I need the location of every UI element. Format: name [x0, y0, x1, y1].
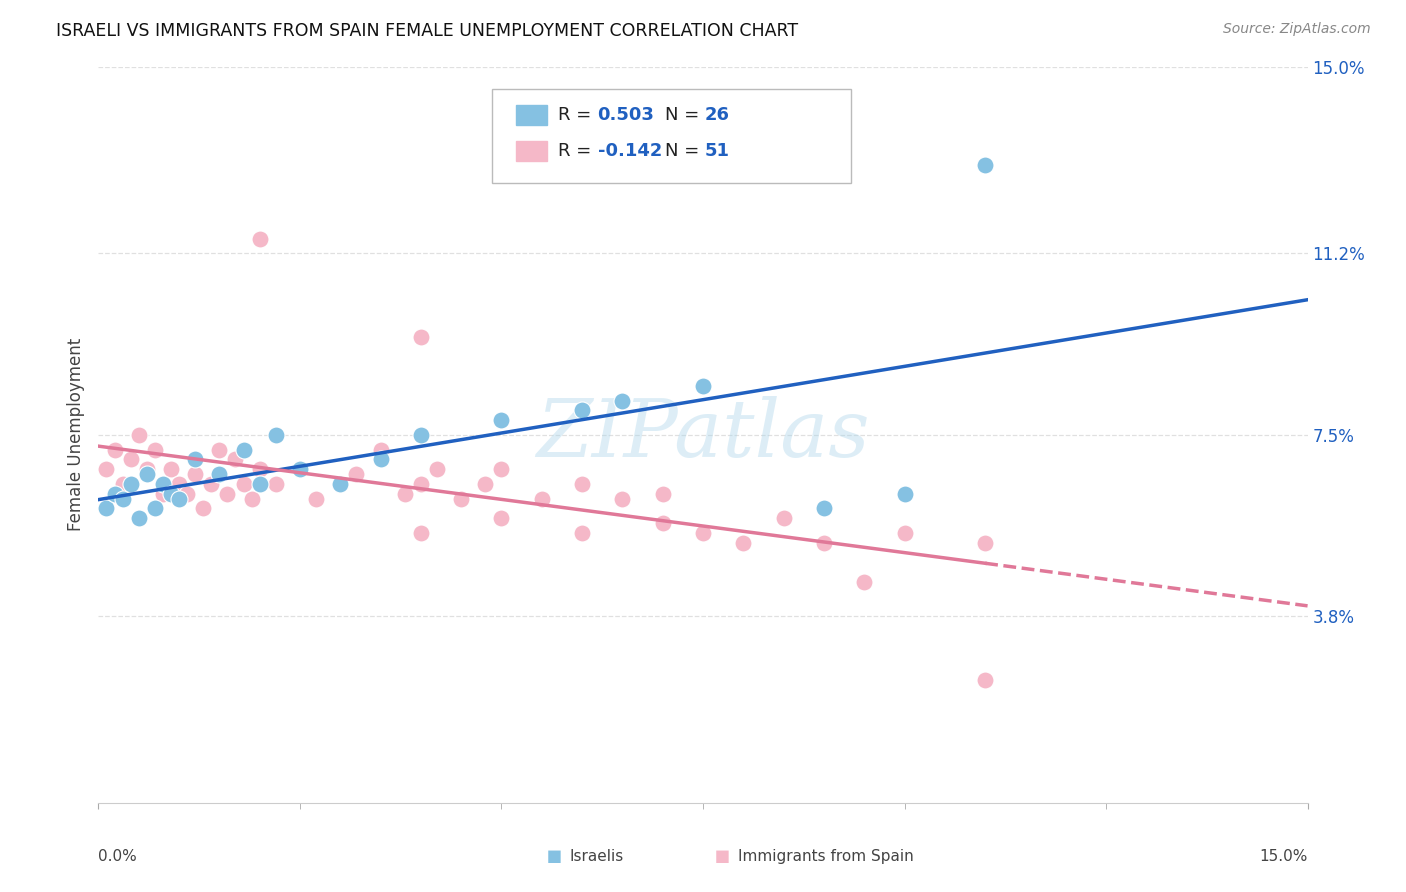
- Y-axis label: Female Unemployment: Female Unemployment: [66, 338, 84, 532]
- Point: [813, 535, 835, 549]
- Text: N =: N =: [665, 106, 704, 124]
- Point: [143, 501, 166, 516]
- Point: [692, 525, 714, 540]
- Point: [491, 413, 513, 427]
- Point: [152, 487, 174, 501]
- Point: [167, 491, 190, 506]
- Text: ZIPatlas: ZIPatlas: [536, 396, 870, 474]
- Point: [571, 476, 593, 491]
- Point: [184, 467, 207, 482]
- Text: R =: R =: [558, 142, 598, 160]
- Point: [530, 491, 553, 506]
- Point: [200, 476, 222, 491]
- Point: [135, 467, 157, 482]
- Point: [370, 452, 392, 467]
- Text: 15.0%: 15.0%: [1260, 849, 1308, 863]
- Point: [571, 525, 593, 540]
- Point: [232, 442, 254, 457]
- Point: [853, 574, 876, 589]
- Point: [474, 476, 496, 491]
- Point: [152, 476, 174, 491]
- Point: [224, 452, 246, 467]
- Text: Israelis: Israelis: [569, 849, 624, 863]
- Point: [409, 427, 432, 442]
- Text: 0.503: 0.503: [598, 106, 654, 124]
- Point: [305, 491, 328, 506]
- Point: [329, 476, 352, 491]
- Point: [103, 442, 125, 457]
- Point: [103, 487, 125, 501]
- Point: [249, 476, 271, 491]
- Text: Immigrants from Spain: Immigrants from Spain: [738, 849, 914, 863]
- Text: 51: 51: [704, 142, 730, 160]
- Point: [409, 329, 432, 343]
- Point: [394, 487, 416, 501]
- Point: [974, 535, 997, 549]
- Point: [612, 393, 634, 408]
- Point: [612, 491, 634, 506]
- Point: [974, 158, 997, 172]
- Point: [193, 501, 215, 516]
- Point: [893, 487, 915, 501]
- Text: 26: 26: [704, 106, 730, 124]
- Point: [128, 427, 150, 442]
- Point: [143, 442, 166, 457]
- Point: [409, 525, 432, 540]
- Point: [249, 231, 271, 245]
- Point: [329, 476, 352, 491]
- Point: [651, 516, 673, 530]
- Point: [264, 427, 287, 442]
- Point: [167, 476, 190, 491]
- Point: [612, 491, 634, 506]
- Text: Source: ZipAtlas.com: Source: ZipAtlas.com: [1223, 22, 1371, 37]
- Point: [409, 476, 432, 491]
- Point: [208, 442, 231, 457]
- Point: [288, 462, 311, 476]
- Point: [160, 462, 183, 476]
- Point: [370, 442, 392, 457]
- Point: [96, 462, 118, 476]
- Point: [96, 501, 118, 516]
- Point: [176, 487, 198, 501]
- Point: [135, 462, 157, 476]
- Point: [128, 511, 150, 525]
- Point: [491, 511, 513, 525]
- Point: [120, 452, 142, 467]
- Point: [692, 378, 714, 392]
- Text: ▪: ▪: [546, 845, 562, 868]
- Point: [491, 462, 513, 476]
- Point: [111, 491, 134, 506]
- Point: [813, 501, 835, 516]
- Text: N =: N =: [665, 142, 704, 160]
- Text: ▪: ▪: [714, 845, 731, 868]
- Point: [208, 467, 231, 482]
- Point: [120, 476, 142, 491]
- Point: [232, 476, 254, 491]
- Point: [249, 462, 271, 476]
- Point: [733, 535, 755, 549]
- Point: [450, 491, 472, 506]
- Point: [772, 511, 794, 525]
- Point: [571, 403, 593, 417]
- Point: [288, 462, 311, 476]
- Point: [344, 467, 367, 482]
- Point: [651, 487, 673, 501]
- Point: [160, 487, 183, 501]
- Text: 0.0%: 0.0%: [98, 849, 138, 863]
- Text: -0.142: -0.142: [598, 142, 662, 160]
- Point: [426, 462, 449, 476]
- Point: [240, 491, 263, 506]
- Point: [893, 525, 915, 540]
- Text: R =: R =: [558, 106, 598, 124]
- Point: [974, 673, 997, 687]
- Point: [264, 476, 287, 491]
- Point: [184, 452, 207, 467]
- Point: [217, 487, 239, 501]
- Point: [111, 476, 134, 491]
- Text: ISRAELI VS IMMIGRANTS FROM SPAIN FEMALE UNEMPLOYMENT CORRELATION CHART: ISRAELI VS IMMIGRANTS FROM SPAIN FEMALE …: [56, 22, 799, 40]
